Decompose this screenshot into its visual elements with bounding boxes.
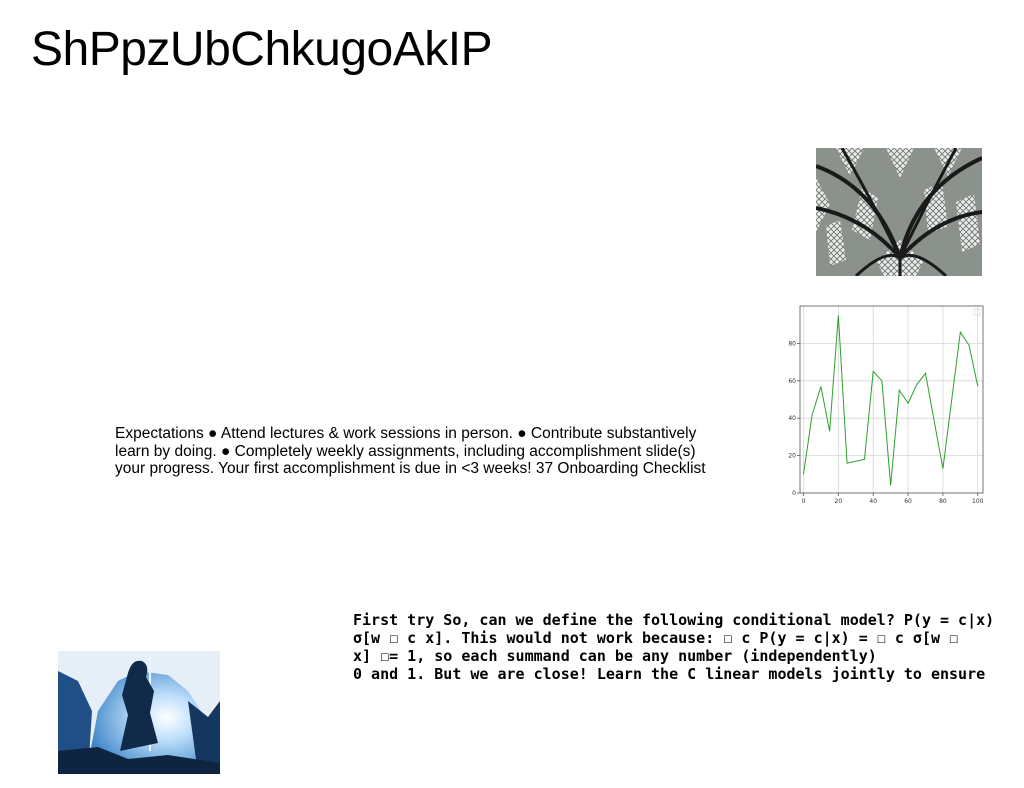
y-tick-label: 80	[788, 340, 796, 347]
sword-figure-art	[58, 651, 220, 774]
plot-frame	[799, 305, 984, 494]
x-tick-label: 80	[939, 498, 947, 505]
text-line: your progress. Your first accomplishment…	[115, 460, 706, 477]
ceiling-photo	[816, 148, 982, 276]
conditional-model-text: First try So, can we define the followin…	[353, 611, 1003, 683]
text-line: 0 and 1. But we are close! Learn the C l…	[353, 665, 986, 683]
y-tick-label: 0	[792, 490, 796, 497]
ceiling-photo-art	[816, 148, 982, 276]
sword-figure-photo	[58, 651, 220, 774]
text-line: learn by doing. ● Completely weekly assi…	[115, 442, 696, 460]
x-tick-label: 0	[802, 498, 806, 505]
text-line: Expectations ● Attend lectures & work se…	[115, 425, 697, 442]
expectations-text: Expectations ● Attend lectures & work se…	[115, 425, 755, 478]
text-line: First try So, can we define the followin…	[353, 611, 995, 629]
y-tick-label: 40	[788, 415, 796, 422]
x-tick-label: 40	[869, 498, 877, 505]
text-line: σ[w ☐ c x]. This would not work because:…	[353, 629, 959, 647]
y-tick-label: 60	[788, 378, 796, 385]
line-chart: 0 20 40 60 80 100 0 20 40 60 80	[787, 305, 987, 505]
series-line	[802, 315, 979, 486]
x-tick-label: 100	[972, 498, 984, 505]
y-tick-label: 20	[788, 453, 796, 460]
page-title: ShPpzUbChkugoAkIP	[31, 23, 493, 76]
x-tick-label: 60	[904, 498, 912, 505]
text-line: x] ☐= 1, so each summand can be any numb…	[353, 647, 877, 665]
legend-box	[973, 308, 981, 316]
line-chart-svg: 0 20 40 60 80 100 0 20 40 60 80	[788, 305, 984, 505]
x-tick-label: 20	[835, 498, 843, 505]
